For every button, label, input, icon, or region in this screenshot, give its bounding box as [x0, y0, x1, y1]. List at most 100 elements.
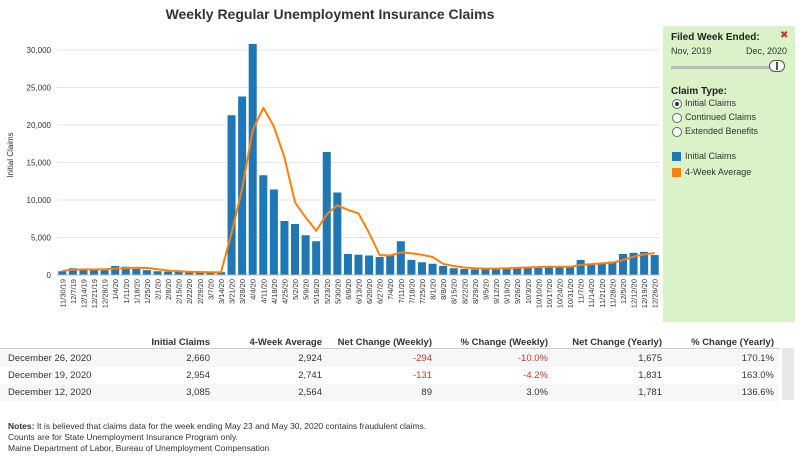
bar[interactable] [100, 270, 109, 275]
x-tick-label: 5/9/20 [302, 279, 311, 300]
legend-label-average: 4-Week Average [685, 167, 752, 177]
bar[interactable] [555, 266, 564, 275]
date-range-slider[interactable] [671, 66, 783, 69]
row-4week-average: 2,924 [298, 353, 322, 364]
y-tick-label: 30,000 [27, 46, 52, 55]
x-tick-label: 10/31/20 [566, 279, 575, 308]
bar[interactable] [142, 270, 151, 275]
bar[interactable] [68, 268, 77, 275]
bar[interactable] [481, 268, 490, 275]
bar[interactable] [291, 224, 300, 275]
bar[interactable] [365, 255, 374, 276]
notes-line-2: Counts are for State Unemployment Insura… [8, 432, 238, 442]
bar[interactable] [460, 269, 469, 275]
legend-label-initial: Initial Claims [685, 151, 737, 161]
row-pct-change-yearly: 136.6% [741, 387, 774, 398]
clear-filter-icon[interactable]: ✖ [780, 30, 789, 41]
bar[interactable] [449, 268, 458, 275]
radio-continued-claims[interactable] [672, 113, 682, 123]
notes-label: Notes: [8, 421, 35, 431]
bar[interactable] [216, 272, 225, 275]
radio-label-extended[interactable]: Extended Benefits [685, 126, 759, 136]
x-tick-label: 12/26/20 [651, 279, 660, 308]
bar[interactable] [121, 266, 130, 275]
bar[interactable] [301, 235, 310, 275]
bar[interactable] [608, 261, 617, 276]
x-tick-label: 2/22/20 [185, 279, 194, 304]
notes-line-1: Notes: It is believed that claims data f… [8, 421, 426, 432]
x-tick-label: 12/12/20 [630, 279, 639, 308]
x-tick-label: 12/14/19 [79, 279, 88, 308]
bar[interactable] [111, 266, 120, 275]
row-date: December 26, 2020 [8, 353, 92, 364]
x-tick-label: 10/24/20 [556, 279, 565, 308]
filter-title: Filed Week Ended: [671, 32, 760, 43]
bar[interactable] [597, 263, 606, 275]
bar[interactable] [58, 271, 67, 275]
bar[interactable] [227, 115, 236, 275]
bar[interactable] [206, 272, 215, 275]
x-tick-label: 4/18/20 [270, 279, 279, 304]
radio-extended-benefits[interactable] [672, 127, 682, 137]
x-tick-label: 2/15/20 [175, 279, 184, 304]
bar[interactable] [185, 272, 194, 275]
bar[interactable] [407, 260, 416, 275]
bar[interactable] [523, 267, 532, 275]
radio-initial-claims[interactable] [672, 99, 682, 109]
x-tick-label: 4/11/20 [259, 279, 268, 303]
bar[interactable] [375, 257, 384, 275]
row-net-change-weekly: -131 [412, 370, 432, 381]
slider-handle[interactable] [769, 60, 785, 72]
radio-label-continued[interactable]: Continued Claims [685, 112, 757, 122]
bar[interactable] [386, 255, 395, 276]
bar[interactable] [164, 271, 173, 275]
bar[interactable] [280, 221, 289, 275]
bar[interactable] [259, 175, 268, 275]
bar[interactable] [174, 272, 183, 275]
x-tick-label: 11/14/20 [587, 279, 596, 308]
bar[interactable] [195, 272, 204, 275]
bar[interactable] [333, 192, 342, 276]
bar[interactable] [640, 251, 649, 275]
bar[interactable] [650, 255, 659, 275]
bar[interactable] [544, 266, 553, 275]
bar[interactable] [566, 267, 575, 275]
row-pct-change-weekly: -10.0% [517, 353, 548, 364]
row-net-change-yearly: 1,831 [638, 370, 662, 381]
y-tick-label: 0 [47, 271, 52, 280]
bar[interactable] [629, 252, 638, 275]
bar[interactable] [90, 269, 99, 275]
bar[interactable] [502, 267, 511, 276]
bar[interactable] [492, 267, 501, 275]
bar[interactable] [153, 271, 162, 275]
bar[interactable] [534, 266, 543, 275]
bar[interactable] [587, 263, 596, 275]
notes: Notes: It is believed that claims data f… [8, 421, 426, 454]
bar[interactable] [428, 263, 437, 275]
bar[interactable] [470, 269, 479, 275]
bar[interactable] [132, 269, 141, 275]
table-scrollbar[interactable] [782, 348, 794, 400]
table-row: December 19, 2020 2,954 2,741 -131 -4.2%… [0, 367, 780, 384]
bar[interactable] [79, 269, 88, 275]
bar[interactable] [396, 241, 405, 275]
bar[interactable] [248, 44, 257, 275]
notes-text: It is believed that claims data for the … [34, 421, 427, 431]
bar[interactable] [417, 262, 426, 275]
row-date: December 19, 2020 [8, 370, 92, 381]
bar[interactable] [513, 267, 522, 276]
row-net-change-weekly: 89 [421, 387, 432, 398]
bar[interactable] [576, 260, 585, 275]
radio-label-initial[interactable]: Initial Claims [685, 98, 737, 108]
bar[interactable] [312, 241, 321, 275]
x-tick-label: 3/28/20 [238, 279, 247, 304]
x-tick-label: 12/28/19 [101, 279, 110, 308]
bar[interactable] [269, 189, 278, 276]
legend-swatch-initial [672, 152, 681, 161]
bar[interactable] [618, 254, 627, 275]
bar[interactable] [439, 266, 448, 275]
bar[interactable] [354, 254, 363, 275]
row-pct-change-weekly: 3.0% [526, 387, 548, 398]
bar[interactable] [343, 254, 352, 275]
series-line-4-week-average[interactable] [62, 106, 655, 274]
